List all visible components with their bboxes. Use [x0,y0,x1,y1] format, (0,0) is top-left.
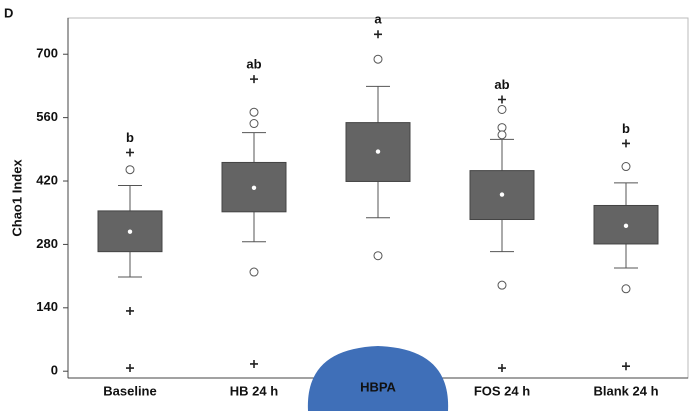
outlier [374,252,382,260]
x-tick-label: HB 24 h [230,383,278,398]
outlier [498,105,506,113]
median-dot [624,224,628,228]
outlier [622,285,630,293]
x-tick-label: Blank 24 h [593,383,658,398]
extreme [622,362,630,370]
x-tick-label: Baseline [103,383,156,398]
outlier [250,108,258,116]
outlier [374,55,382,63]
extreme [250,75,258,83]
significance-letter: a [374,12,382,27]
y-tick-label: 560 [36,109,58,124]
significance-letter: ab [494,77,509,92]
panel-label: D [4,5,13,20]
extreme [374,30,382,38]
y-tick-label: 280 [36,236,58,251]
outlier [622,163,630,171]
y-axis-label: Chao1 Index [9,159,24,237]
extreme [622,139,630,147]
median-dot [252,186,256,190]
chart: D Chao1 Index 0 140 280 420 560 700 b Baseline a… [0,0,692,411]
y-tick-label: 700 [36,46,58,61]
extreme [126,148,134,156]
outlier [250,120,258,128]
median-dot [128,230,132,234]
significance-letter: b [126,130,134,145]
extreme [126,364,134,372]
extreme [126,307,134,315]
x-tick-label: HBPA [360,379,396,394]
y-tick-label: 420 [36,172,58,187]
outlier [498,131,506,139]
extreme [250,360,258,368]
median-dot [500,192,504,196]
outlier [250,268,258,276]
outlier [126,166,134,174]
x-tick-label: FOS 24 h [474,383,530,398]
extreme [498,96,506,104]
y-tick-label: 140 [36,299,58,314]
extreme [498,364,506,372]
significance-letter: b [622,121,630,136]
median-dot [376,149,380,153]
outlier [498,281,506,289]
significance-letter: ab [246,57,261,72]
y-tick-label: 0 [51,363,58,378]
